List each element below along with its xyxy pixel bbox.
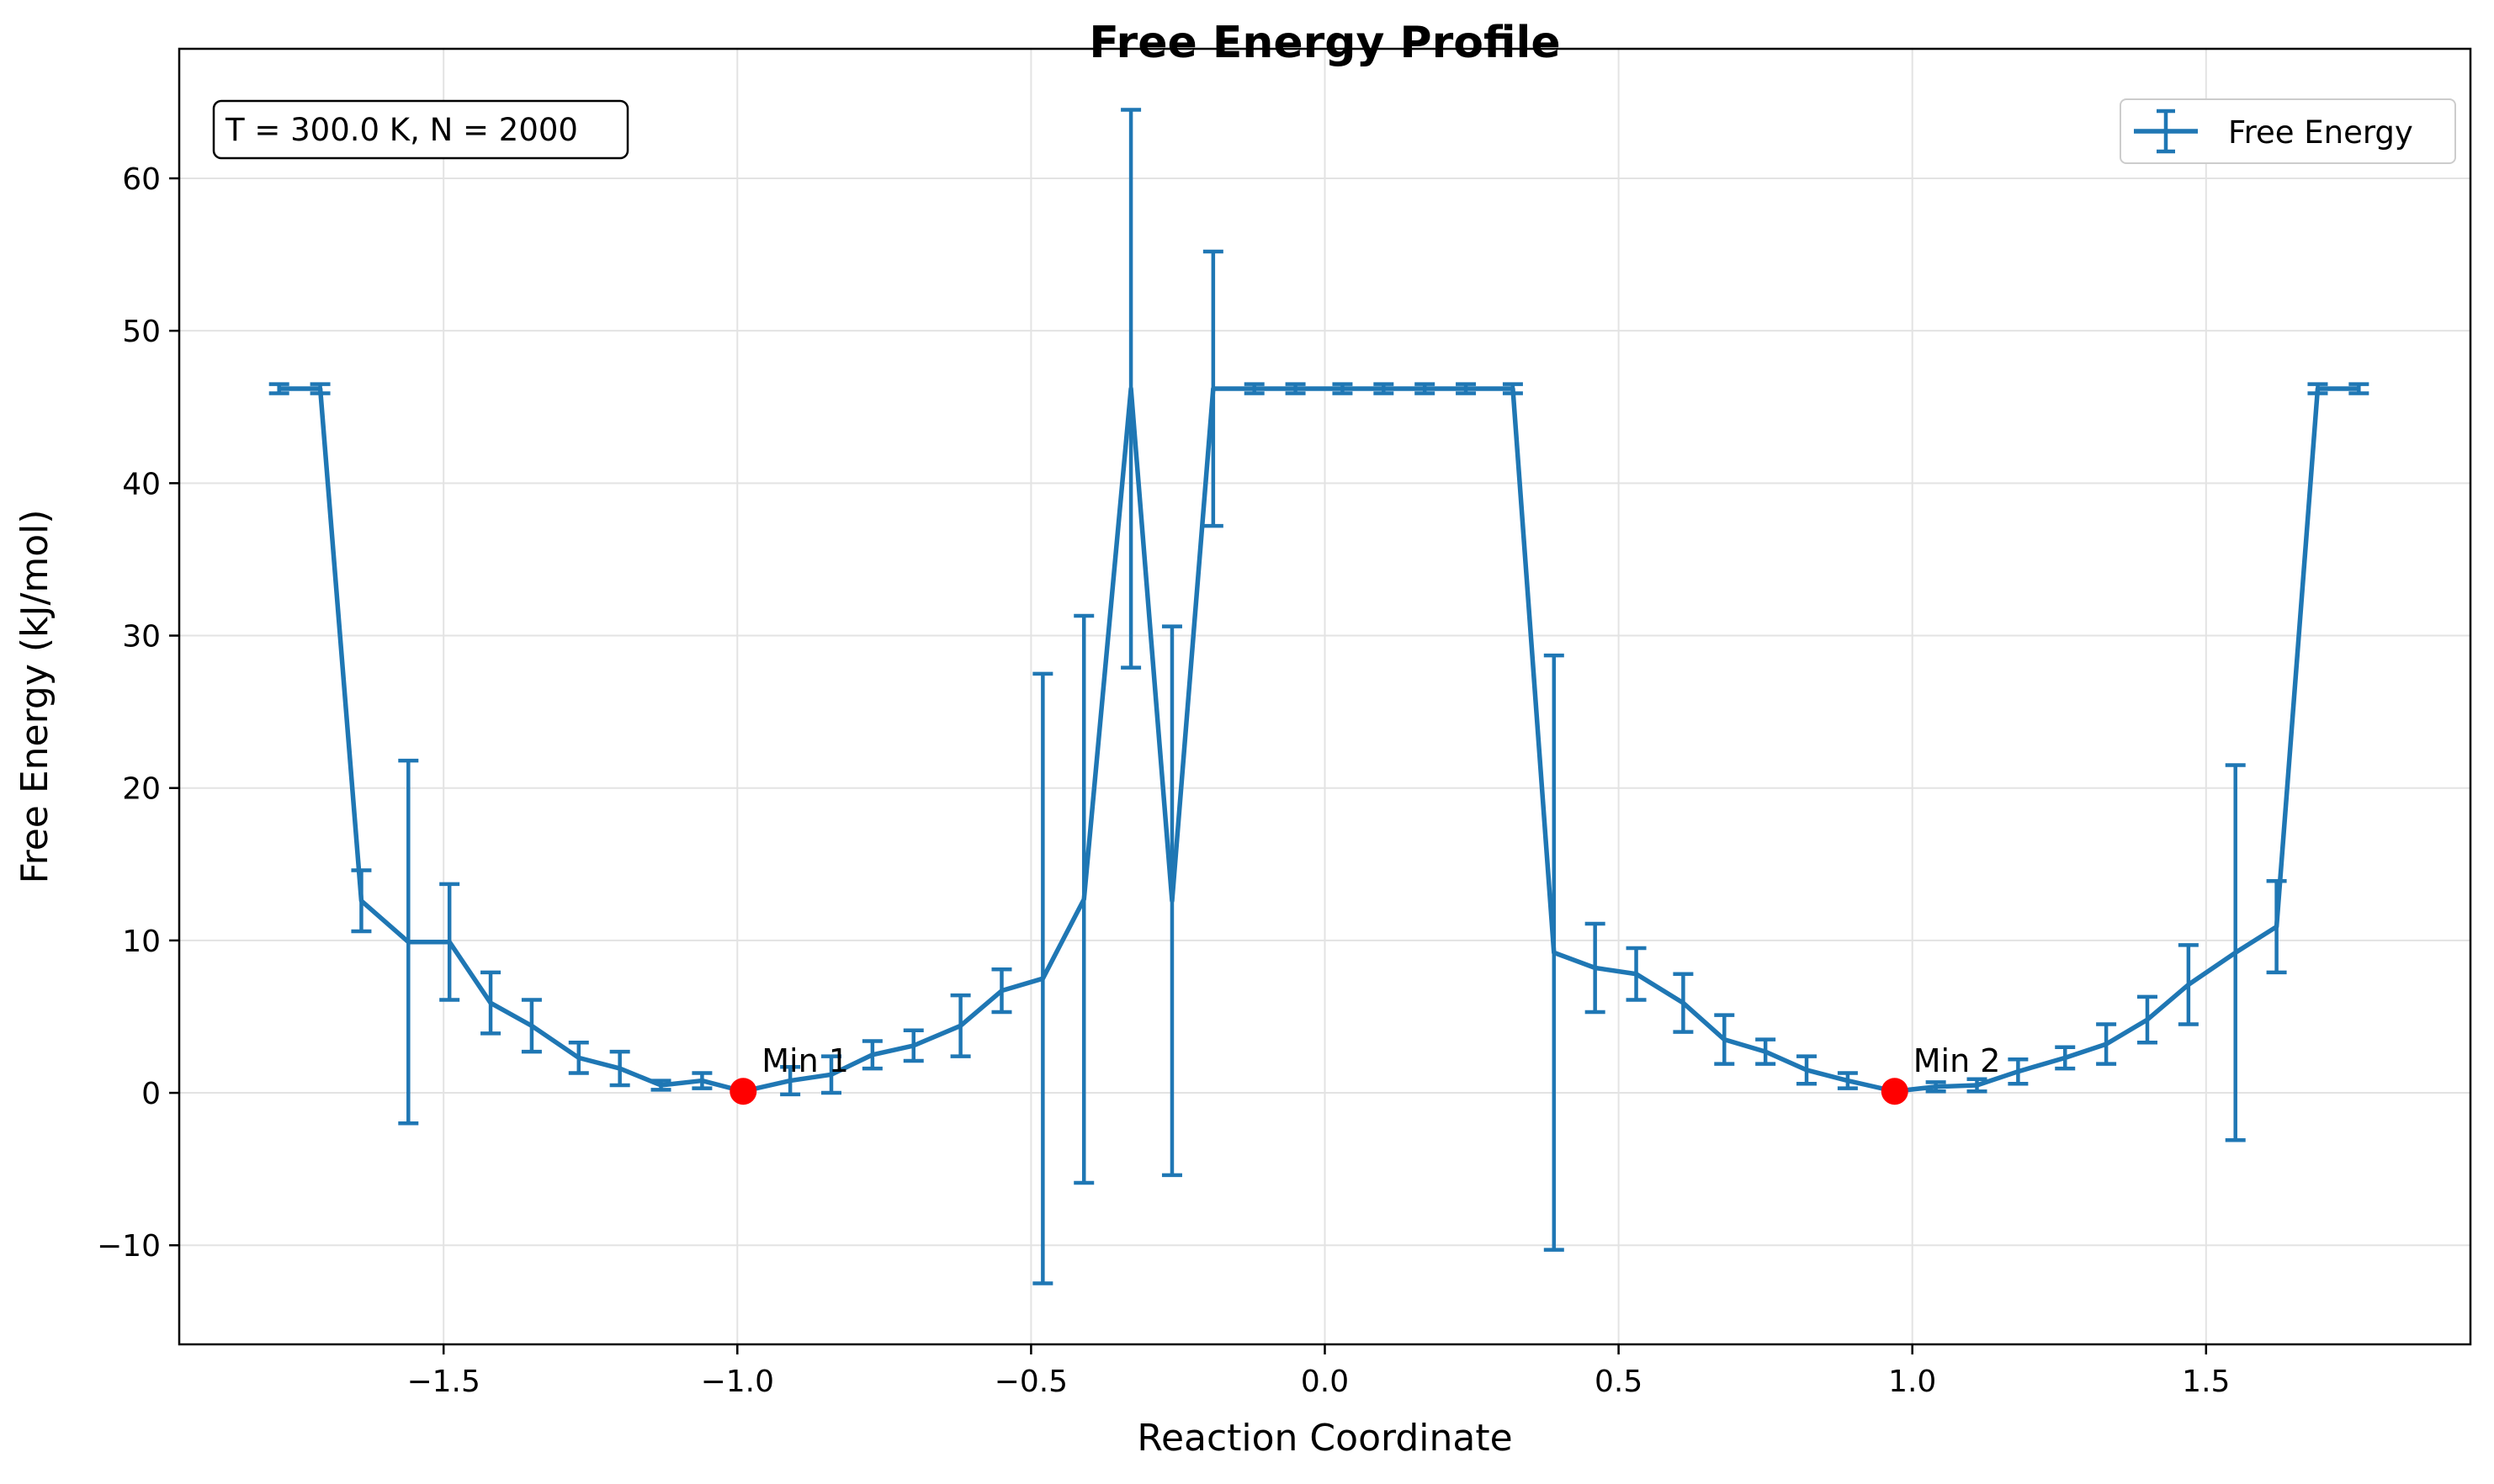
info-box-frame: [212, 99, 629, 160]
y-tick-label: 40: [122, 467, 161, 501]
y-tick-label: 10: [122, 925, 161, 959]
x-axis-label: Reaction Coordinate: [1137, 1417, 1512, 1460]
free-energy-line: [279, 386, 2359, 1094]
info-box-text: T = 300.0 K, N = 2000: [225, 112, 578, 148]
x-tick-label: 0.0: [1301, 1365, 1349, 1399]
y-axis-label: Free Energy (kJ/mol): [13, 509, 56, 883]
x-tick-label: 1.0: [1888, 1365, 1936, 1399]
x-tick-label: −0.5: [995, 1365, 1068, 1399]
legend-frame: [2120, 98, 2456, 164]
y-tick-label: 60: [122, 162, 161, 197]
x-tick-label: −1.5: [406, 1365, 480, 1399]
minimum-label: Min 2: [1913, 1042, 2001, 1079]
y-tick-label: 30: [122, 620, 161, 655]
legend-entry-free-energy: Free Energy: [2228, 114, 2413, 151]
x-tick-label: 0.5: [1595, 1365, 1642, 1399]
y-tick-label: −10: [97, 1229, 161, 1264]
info-box: T = 300.0 K, N = 2000: [212, 99, 629, 160]
legend-swatch: [2134, 109, 2198, 154]
grid-layer: [179, 49, 2470, 1344]
minimum-label: Min 1: [761, 1042, 849, 1079]
y-tick-label: 0: [141, 1077, 161, 1111]
tick-layer: −1.5 −1.0 −0.5 0.0 0.5 1.0 1.5 −10 0 10 20 30 40 50 60: [97, 162, 2230, 1399]
series-layer: [268, 108, 2369, 1285]
x-tick-label: 1.5: [2182, 1365, 2230, 1399]
minimum-marker: [1881, 1078, 1908, 1105]
y-tick-label: 50: [122, 315, 161, 349]
x-tick-label: −1.0: [701, 1365, 774, 1399]
annotation-layer: Min 1 Min 2: [730, 1042, 2000, 1105]
y-tick-label: 20: [122, 772, 161, 807]
minimum-marker: [730, 1078, 757, 1105]
legend: Free Energy: [2120, 98, 2456, 164]
chart-title: Free Energy Profile: [1089, 18, 1560, 68]
